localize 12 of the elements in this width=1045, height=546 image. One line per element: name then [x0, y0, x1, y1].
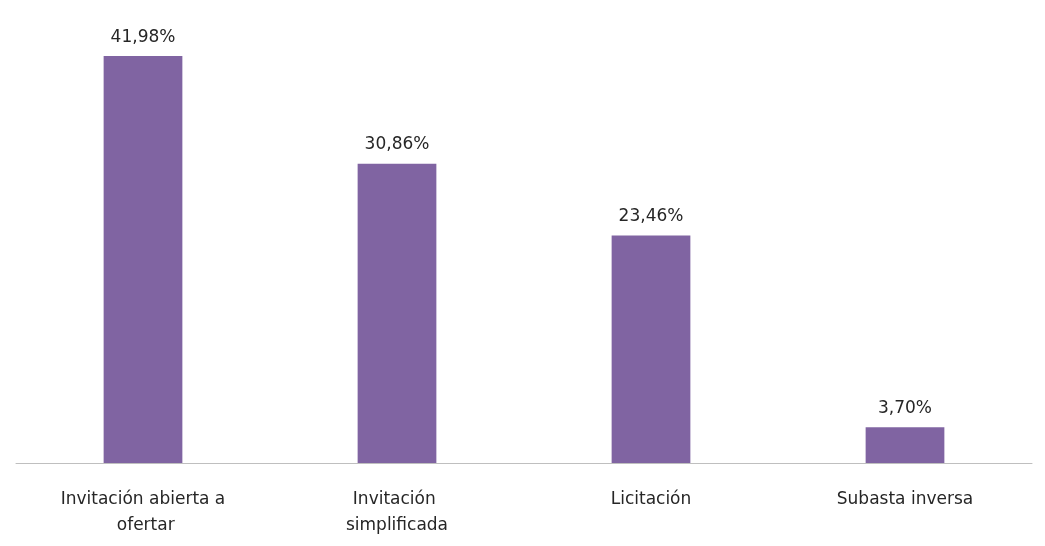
- bar: [611, 235, 691, 463]
- x-tick-label: Licitación: [610, 488, 692, 508]
- bar: [103, 56, 183, 463]
- data-label: 23,46%: [618, 205, 684, 226]
- data-label: 30,86%: [364, 133, 430, 154]
- x-tick-label: Subasta inversa: [836, 488, 974, 508]
- bar: [357, 163, 437, 463]
- data-label: 41,98%: [110, 25, 176, 46]
- x-tick-label: Invitación abierta a ofertar: [60, 488, 226, 534]
- data-label: 3,70%: [877, 396, 933, 417]
- x-tick-label: Invitación simplificada: [345, 488, 449, 534]
- bar: [865, 427, 945, 463]
